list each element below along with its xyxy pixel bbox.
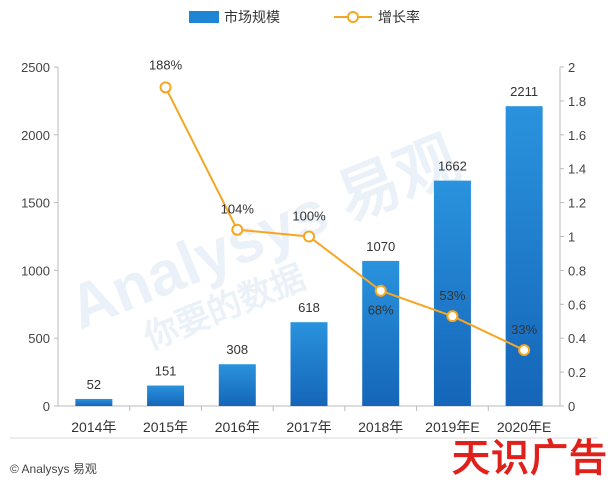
growth-point xyxy=(303,230,315,243)
brand-logo-text: 天识广告 xyxy=(452,438,608,480)
y-right-tick-label: 0.4 xyxy=(568,331,586,346)
copyright-footer: © Analysys 易观 xyxy=(10,462,97,476)
bar-value-label: 1662 xyxy=(438,159,467,174)
y-right-tick-label: 1.4 xyxy=(568,162,586,177)
y-right-tick-label: 1 xyxy=(568,230,575,245)
legend-bar-swatch xyxy=(189,11,219,23)
x-tick-label: 2015年 xyxy=(143,419,188,435)
bar-value-label: 52 xyxy=(87,377,101,392)
y-right-tick-label: 0.2 xyxy=(568,365,586,380)
growth-value-label: 53% xyxy=(439,288,465,303)
legend-line-marker xyxy=(347,11,359,23)
growth-point xyxy=(159,81,172,94)
bar-value-label: 1070 xyxy=(366,239,395,254)
watermark: Analysys 易观 你要的数据 xyxy=(59,124,468,358)
bar xyxy=(147,385,185,406)
growth-point xyxy=(231,223,244,236)
x-tick-label: 2017年 xyxy=(286,419,331,435)
y-right-tick-label: 2 xyxy=(568,60,575,75)
y-left-tick-label: 0 xyxy=(43,399,50,414)
bar xyxy=(218,364,256,406)
axes: 0 500 1000 1500 2000 2500 0 0.2 0.4 0.6 0.8 1 1.2 1.4… xyxy=(10,60,598,439)
x-tick-label: 2020年E xyxy=(497,419,551,435)
growth-value-label: 100% xyxy=(292,209,326,224)
y-left-tick-label: 2500 xyxy=(21,60,50,75)
x-tick-label: 2018年 xyxy=(358,419,403,435)
growth-value-label: 104% xyxy=(221,202,255,217)
x-tick-label: 2016年 xyxy=(215,419,260,435)
y-right-tick-label: 1.2 xyxy=(568,196,586,211)
bar xyxy=(362,260,400,406)
legend-label-market-size: 市场规模 xyxy=(224,9,280,25)
growth-point xyxy=(446,310,459,323)
legend-label-growth-rate: 增长率 xyxy=(378,9,420,25)
bar xyxy=(505,106,543,406)
bar-value-label: 151 xyxy=(155,364,177,379)
y-right-tick-label: 0.6 xyxy=(568,297,586,312)
growth-line xyxy=(159,81,531,357)
x-tick-label: 2014年 xyxy=(71,419,116,435)
y-right-tick-label: 0 xyxy=(568,399,575,414)
y-left-tick-label: 1500 xyxy=(21,196,50,211)
x-tick-label: 2019年E xyxy=(425,419,479,435)
growth-value-label: 33% xyxy=(511,322,537,337)
y-right-tick-label: 1.8 xyxy=(568,94,586,109)
y-right-tick-label: 0.8 xyxy=(568,263,586,278)
y-left-tick-label: 500 xyxy=(28,331,50,346)
bar xyxy=(290,322,328,406)
data-labels: 52 151 308 618 1070 1662 2211 188% 104% 100% 68% 53… xyxy=(87,57,539,392)
growth-line-path xyxy=(164,86,525,351)
growth-value-label: 188% xyxy=(149,57,183,72)
y-right-tick-label: 1.6 xyxy=(568,128,586,143)
bars xyxy=(75,106,543,406)
growth-value-label: 68% xyxy=(368,303,394,318)
y-left-tick-label: 1000 xyxy=(21,263,50,278)
bar xyxy=(75,398,113,406)
bar-value-label: 618 xyxy=(298,300,320,315)
growth-point xyxy=(518,344,531,357)
bar-value-label: 2211 xyxy=(510,84,538,99)
bar-value-label: 308 xyxy=(226,342,248,357)
legend: 市场规模 增长率 xyxy=(189,9,420,25)
bar xyxy=(433,180,471,406)
y-left-tick-label: 2000 xyxy=(21,128,50,143)
growth-point xyxy=(374,284,387,297)
